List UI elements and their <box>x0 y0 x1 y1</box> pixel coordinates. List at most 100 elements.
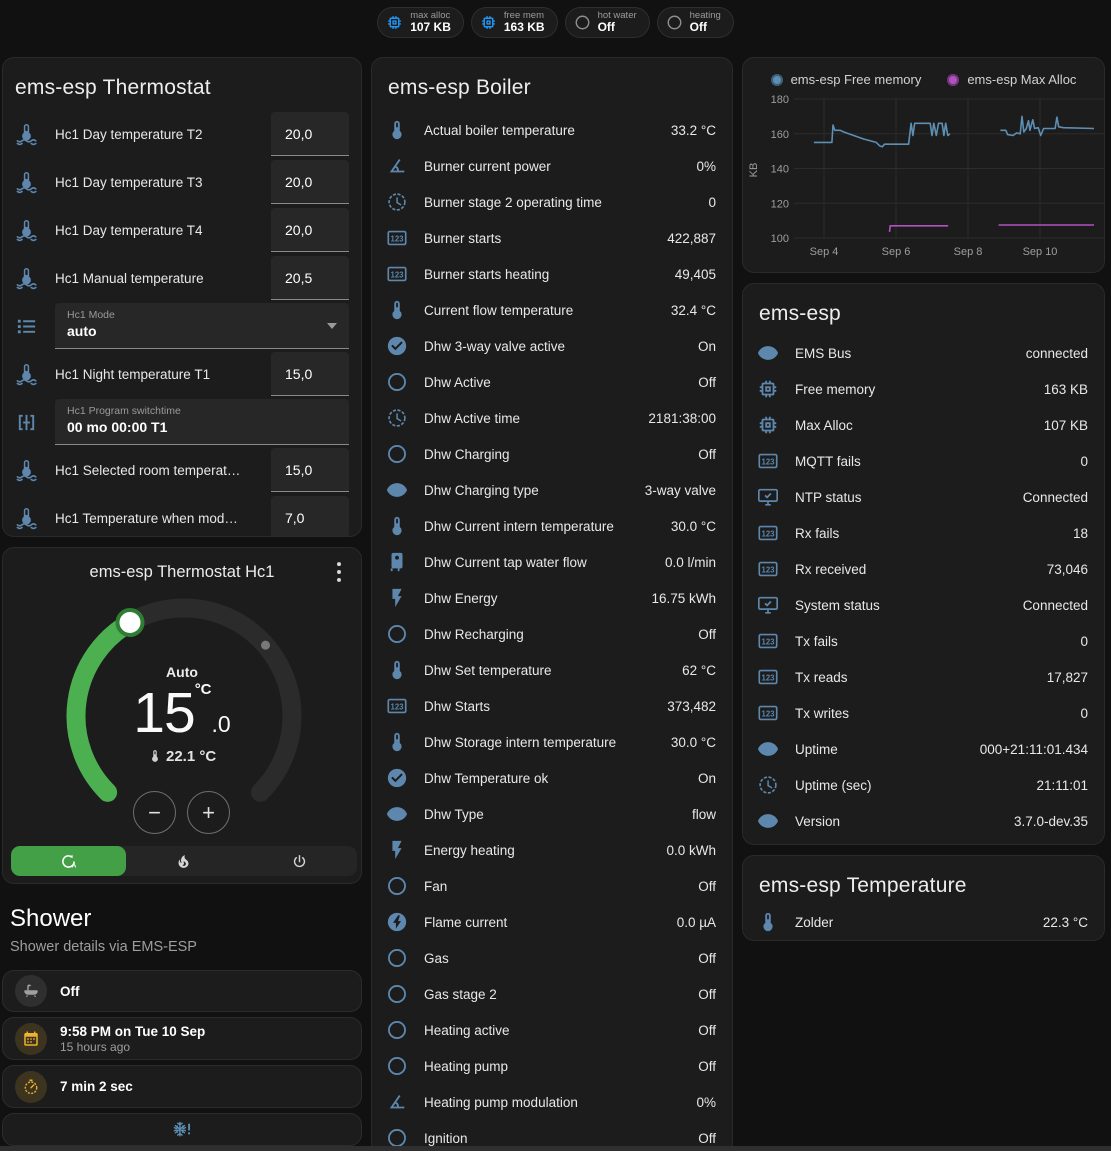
entity-value: Off <box>698 626 716 642</box>
entity-row[interactable]: Gas stage 2 Off <box>372 976 732 1012</box>
entity-row[interactable]: Flame current 0.0 µA <box>372 904 732 940</box>
counter-icon: 123 <box>386 695 408 717</box>
entity-row[interactable]: Burner current power 0% <box>372 148 732 184</box>
entity-row[interactable]: 123 Burner starts heating 49,405 <box>372 256 732 292</box>
entity-row[interactable]: Heating active Off <box>372 1012 732 1048</box>
circle-outline-icon <box>386 1055 408 1077</box>
number-input[interactable]: 15,0 <box>271 448 349 492</box>
chip-heating[interactable]: heating Off <box>656 7 734 38</box>
entity-row[interactable]: Free memory 163 KB <box>743 371 1104 407</box>
number-input[interactable]: 20,0 <box>271 112 349 156</box>
svg-text:Sep 10: Sep 10 <box>1023 246 1058 258</box>
entity-row[interactable]: 123 Burner starts 422,887 <box>372 220 732 256</box>
memory-history-chart-card: 100 120 140 160 180 Sep 4 Sep 6 Sep 8 Sep 10 KB e… <box>742 57 1105 273</box>
shower-item-card[interactable]: Off <box>2 970 362 1012</box>
entity-row[interactable]: Actual boiler temperature 33.2 °C <box>372 112 732 148</box>
entity-row[interactable]: Heating pump Off <box>372 1048 732 1084</box>
entity-row[interactable]: 123 Rx received 73,046 <box>743 551 1104 587</box>
chip-free-mem[interactable]: free mem 163 KB <box>470 7 558 38</box>
thermostat-setting-row: Hc1 Night temperature T1 15,0 <box>3 350 361 398</box>
circle-outline-icon <box>386 875 408 897</box>
entity-row[interactable]: 123 Rx fails 18 <box>743 515 1104 551</box>
entity-row[interactable]: Dhw Set temperature 62 °C <box>372 652 732 688</box>
flash-icon <box>386 587 408 609</box>
entity-row[interactable]: Burner stage 2 operating time 0 <box>372 184 732 220</box>
shower-item-primary: 9:58 PM on Tue 10 Sep <box>60 1023 206 1039</box>
legend-entry[interactable]: ems-esp Free memory <box>770 72 921 87</box>
entity-row[interactable]: Dhw Charging Off <box>372 436 732 472</box>
number-input[interactable]: 15,0 <box>271 352 349 396</box>
entity-row[interactable]: Dhw Temperature ok On <box>372 760 732 796</box>
more-options-icon[interactable] <box>325 558 353 586</box>
entity-row[interactable]: Dhw Charging type 3-way valve <box>372 472 732 508</box>
legend-entry[interactable]: ems-esp Max Alloc <box>947 72 1076 87</box>
shower-section-title: Shower <box>10 905 92 932</box>
shower-item-card[interactable]: 9:58 PM on Tue 10 Sep 15 hours ago <box>2 1017 362 1060</box>
entity-row[interactable]: Zolder 22.3 °C <box>743 904 1104 940</box>
thermometer-icon <box>757 911 779 933</box>
entity-row[interactable]: Dhw Current intern temperature 30.0 °C <box>372 508 732 544</box>
counter-icon: 123 <box>757 630 779 652</box>
entity-row[interactable]: 123 Tx fails 0 <box>743 623 1104 659</box>
entity-row[interactable]: Fan Off <box>372 868 732 904</box>
entity-row[interactable]: System status Connected <box>743 587 1104 623</box>
decrease-temperature-button[interactable]: − <box>133 791 176 834</box>
entity-row[interactable]: 123 MQTT fails 0 <box>743 443 1104 479</box>
entity-row[interactable]: Uptime 000+21:11:01.434 <box>743 731 1104 767</box>
entity-value: 0% <box>696 158 716 174</box>
entity-row[interactable]: Max Alloc 107 KB <box>743 407 1104 443</box>
thermostat-dial[interactable] <box>3 548 361 883</box>
entity-row[interactable]: Dhw Type flow <box>372 796 732 832</box>
shower-item-card[interactable] <box>2 1113 362 1146</box>
hvac-mode-auto-button[interactable]: A <box>11 846 127 876</box>
entity-row[interactable]: NTP status Connected <box>743 479 1104 515</box>
mode-select[interactable]: Hc1 Mode auto <box>55 303 349 349</box>
chevron-down-icon[interactable] <box>327 323 337 329</box>
entity-row[interactable]: Dhw Recharging Off <box>372 616 732 652</box>
entity-row[interactable]: EMS Bus connected <box>743 335 1104 371</box>
entity-row[interactable]: Heating pump modulation 0% <box>372 1084 732 1120</box>
entity-label: Dhw Temperature ok <box>424 770 549 786</box>
number-input[interactable]: 7,0 <box>271 496 349 536</box>
shower-item-card[interactable]: 7 min 2 sec <box>2 1065 362 1108</box>
chip-value: 163 KB <box>503 20 545 35</box>
entity-row[interactable]: Dhw Active time 2181:38:00 <box>372 400 732 436</box>
thermometer-icon <box>386 119 408 141</box>
temperature-unit: °C <box>194 681 212 698</box>
entity-label: Dhw 3-way valve active <box>424 338 566 354</box>
number-input[interactable]: 20,5 <box>271 256 349 300</box>
number-input[interactable]: 20,0 <box>271 160 349 204</box>
chip-value: Off <box>597 20 615 35</box>
entity-row[interactable]: Dhw Energy 16.75 kWh <box>372 580 732 616</box>
increase-temperature-button[interactable]: + <box>187 791 230 834</box>
hvac-mode-heat-button[interactable] <box>126 846 241 876</box>
entity-row[interactable]: Version 3.7.0-dev.35 <box>743 803 1104 839</box>
entity-label: Dhw Set temperature <box>424 662 552 678</box>
entity-row[interactable]: Uptime (sec) 21:11:01 <box>743 767 1104 803</box>
entity-value: flow <box>691 806 716 822</box>
number-input[interactable]: 20,0 <box>271 208 349 252</box>
entity-row[interactable]: 123 Tx writes 0 <box>743 695 1104 731</box>
entity-row[interactable]: 123 Dhw Starts 373,482 <box>372 688 732 724</box>
circle-outline-icon <box>386 1127 408 1146</box>
entity-label: Dhw Current tap water flow <box>424 554 587 570</box>
entity-row[interactable]: Dhw Active Off <box>372 364 732 400</box>
entity-row[interactable]: Dhw Current tap water flow 0.0 l/min <box>372 544 732 580</box>
scrollbar-track[interactable] <box>0 1146 1111 1151</box>
entity-row[interactable]: Current flow temperature 32.4 °C <box>372 292 732 328</box>
chip-hot-water[interactable]: hot water Off <box>564 7 650 38</box>
text-input[interactable]: Hc1 Program switchtime 00 mo 00:00 T1 <box>55 399 349 445</box>
entity-row[interactable]: Ignition Off <box>372 1120 732 1146</box>
thermometer-icon <box>386 731 408 753</box>
memory-icon <box>386 14 403 31</box>
chip-max-alloc[interactable]: max alloc 107 KB <box>377 7 464 38</box>
entity-row[interactable]: Dhw Storage intern temperature 30.0 °C <box>372 724 732 760</box>
entity-row[interactable]: 123 Tx reads 17,827 <box>743 659 1104 695</box>
thermometer-icon <box>148 749 162 763</box>
entity-value: 62 °C <box>682 662 716 678</box>
entity-row[interactable]: Energy heating 0.0 kWh <box>372 832 732 868</box>
entity-row[interactable]: Gas Off <box>372 940 732 976</box>
monitor-check-icon <box>757 594 779 616</box>
hvac-mode-off-button[interactable] <box>242 846 357 876</box>
entity-row[interactable]: Dhw 3-way valve active On <box>372 328 732 364</box>
